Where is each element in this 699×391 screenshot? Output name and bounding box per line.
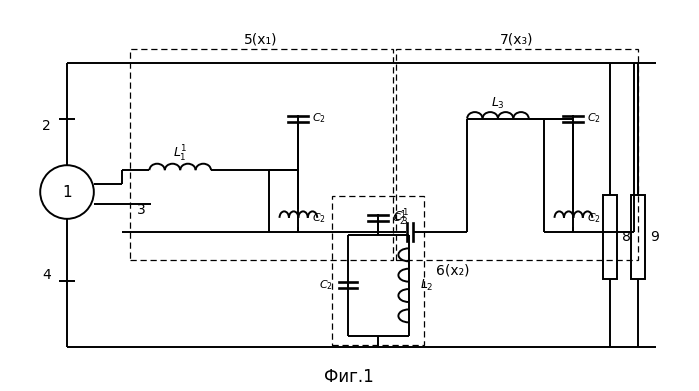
Bar	[396, 49, 638, 260]
Text: 8: 8	[622, 230, 631, 244]
Text: $C_3^1$: $C_3^1$	[394, 208, 410, 228]
Text: 9: 9	[650, 230, 658, 244]
Text: 6(x₂): 6(x₂)	[435, 264, 469, 278]
Text: $C_2^1$: $C_2^1$	[391, 208, 407, 228]
Text: $C_2$: $C_2$	[312, 112, 326, 126]
Text: $L_3$: $L_3$	[491, 96, 505, 111]
Text: $C_2$: $C_2$	[587, 112, 601, 126]
Bar	[631, 194, 645, 279]
Text: 5(x₁): 5(x₁)	[244, 32, 278, 46]
Text: $C_2$: $C_2$	[312, 211, 326, 225]
Text: $C_2$: $C_2$	[587, 211, 601, 225]
Bar	[332, 196, 424, 345]
Bar	[129, 49, 393, 260]
Text: Фиг.1: Фиг.1	[324, 368, 374, 386]
Text: 1: 1	[62, 185, 72, 199]
Text: 3: 3	[137, 203, 146, 217]
Text: 7(x₃): 7(x₃)	[500, 32, 533, 46]
Text: $C_2$: $C_2$	[319, 278, 333, 292]
Text: $L_2$: $L_2$	[421, 278, 434, 293]
Text: 4: 4	[43, 269, 51, 282]
Text: 2: 2	[43, 120, 51, 133]
Text: $L_1^1$: $L_1^1$	[173, 144, 187, 164]
Bar	[603, 194, 617, 279]
